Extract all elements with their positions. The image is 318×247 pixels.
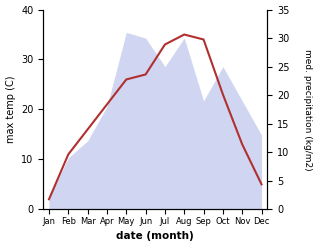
X-axis label: date (month): date (month)	[116, 231, 194, 242]
Y-axis label: max temp (C): max temp (C)	[5, 76, 16, 143]
Y-axis label: med. precipitation (kg/m2): med. precipitation (kg/m2)	[303, 49, 313, 170]
